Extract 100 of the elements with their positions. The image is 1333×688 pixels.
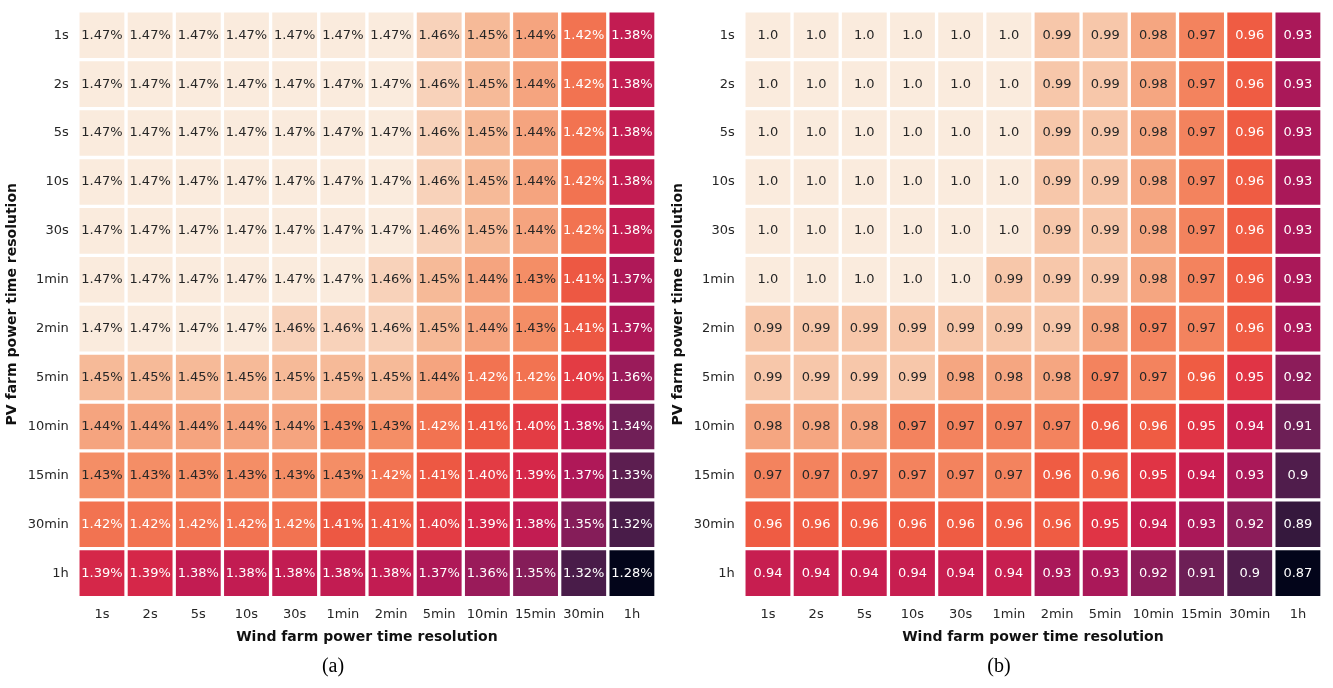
data-label: 1.47% [225, 26, 268, 42]
x-tick-label: 30s [949, 605, 973, 621]
data-label: 0.96 [1235, 222, 1265, 238]
data-label: 1.46% [418, 26, 460, 42]
data-label: 0.97 [994, 417, 1024, 433]
data-label: 0.94 [994, 564, 1024, 580]
data-label: 1.42% [274, 515, 316, 531]
data-label: 1.47% [129, 26, 171, 42]
data-label: 1.47% [177, 173, 219, 189]
data-label: 1.40% [514, 417, 557, 433]
data-label: 0.9 [1239, 564, 1261, 580]
data-label: 1.44% [274, 417, 316, 433]
data-label: 1.38% [225, 564, 268, 580]
data-label: 0.97 [1187, 271, 1217, 287]
data-label: 1.41% [466, 417, 509, 433]
data-label: 1.0 [950, 271, 971, 287]
data-label: 0.98 [1138, 26, 1168, 42]
x-tick-label: 10s [234, 605, 259, 621]
data-label: 1.42% [466, 368, 509, 384]
data-label: 1.45% [418, 320, 460, 336]
y-tick-label: 5s [719, 124, 736, 140]
data-label: 0.96 [898, 515, 927, 531]
data-label: 0.99 [1042, 75, 1072, 91]
data-label: 0.96 [1090, 417, 1120, 433]
data-label: 0.99 [1090, 26, 1120, 42]
data-label: 0.98 [1090, 320, 1120, 336]
data-label: 0.96 [1090, 466, 1120, 482]
data-label: 0.94 [849, 564, 879, 580]
data-label: 1.41% [322, 515, 364, 531]
data-label: 0.97 [1090, 368, 1120, 384]
data-label: 0.99 [753, 320, 783, 336]
data-label: 1.0 [998, 124, 1020, 140]
data-label: 0.93 [1283, 75, 1313, 91]
data-label: 0.99 [1042, 222, 1072, 238]
data-label: 1.0 [853, 124, 875, 140]
data-label: 1.42% [514, 368, 557, 384]
data-label: 0.97 [994, 466, 1024, 482]
data-label: 1.47% [177, 320, 219, 336]
data-label: 1.43% [177, 466, 219, 482]
x-tick-label: 5s [190, 605, 207, 621]
data-label: 1.45% [177, 368, 219, 384]
data-label: 1.40% [418, 515, 460, 531]
data-label: 1.45% [225, 368, 268, 384]
data-label: 0.99 [1042, 173, 1072, 189]
y-tick-label: 10min [27, 417, 69, 433]
data-label: 0.99 [898, 320, 927, 336]
x-tick-label: 5min [422, 605, 456, 621]
data-label: 1.0 [757, 26, 779, 42]
data-label: 1.0 [757, 124, 779, 140]
data-label: 1.47% [370, 26, 412, 42]
data-label: 0.95 [1138, 466, 1168, 482]
data-label: 1.45% [322, 368, 364, 384]
y-tick-label: 30s [45, 222, 70, 238]
y-tick-label: 15min [27, 466, 69, 482]
data-label: 0.97 [1187, 75, 1217, 91]
data-label: 0.96 [1042, 515, 1072, 531]
data-label: 1.47% [81, 222, 123, 238]
data-label: 1.0 [805, 271, 827, 287]
data-label: 0.96 [1235, 271, 1265, 287]
data-label: 1.45% [466, 173, 509, 189]
y-tick-label: 15min [693, 466, 735, 482]
data-label: 0.97 [801, 466, 831, 482]
data-label: 1.47% [81, 26, 123, 42]
data-label: 1.45% [370, 368, 412, 384]
data-label: 1.44% [129, 417, 171, 433]
data-label: 1.45% [466, 75, 509, 91]
data-label: 1.47% [225, 173, 268, 189]
data-label: 1.47% [322, 26, 364, 42]
data-label: 0.98 [1138, 222, 1168, 238]
x-tick-label: 1h [623, 605, 641, 621]
data-label: 1.46% [418, 173, 460, 189]
y-tick-label: 1min [36, 271, 69, 287]
data-label: 1.0 [805, 222, 827, 238]
data-label: 0.96 [1235, 124, 1265, 140]
data-label: 1.0 [853, 271, 875, 287]
x-tick-label: 2min [374, 605, 408, 621]
data-label: 1.47% [322, 222, 364, 238]
x-tick-label: 2s [142, 605, 158, 621]
data-label: 1.0 [950, 124, 971, 140]
data-label: 0.99 [1042, 26, 1072, 42]
text: (a) [320, 654, 346, 677]
data-label: 1.44% [177, 417, 219, 433]
x-tick-label: 30s [283, 605, 307, 621]
data-label: 1.41% [563, 271, 605, 287]
data-label: 0.96 [1235, 173, 1265, 189]
data-label: 0.97 [1138, 368, 1168, 384]
y-tick-label: 5min [702, 368, 735, 384]
data-label: 1.44% [466, 320, 509, 336]
data-label: 1.45% [466, 26, 509, 42]
data-label: 0.96 [1187, 368, 1217, 384]
data-label: 0.93 [1283, 271, 1313, 287]
data-label: 1.38% [611, 75, 653, 91]
data-label: 1.47% [225, 320, 268, 336]
data-label: 0.99 [801, 368, 831, 384]
data-label: 1.39% [514, 466, 557, 482]
data-label: 0.98 [801, 417, 831, 433]
data-label: 1.44% [514, 26, 557, 42]
data-label: 0.96 [1235, 26, 1265, 42]
data-label: 0.87 [1283, 564, 1313, 580]
data-label: 1.47% [322, 173, 364, 189]
